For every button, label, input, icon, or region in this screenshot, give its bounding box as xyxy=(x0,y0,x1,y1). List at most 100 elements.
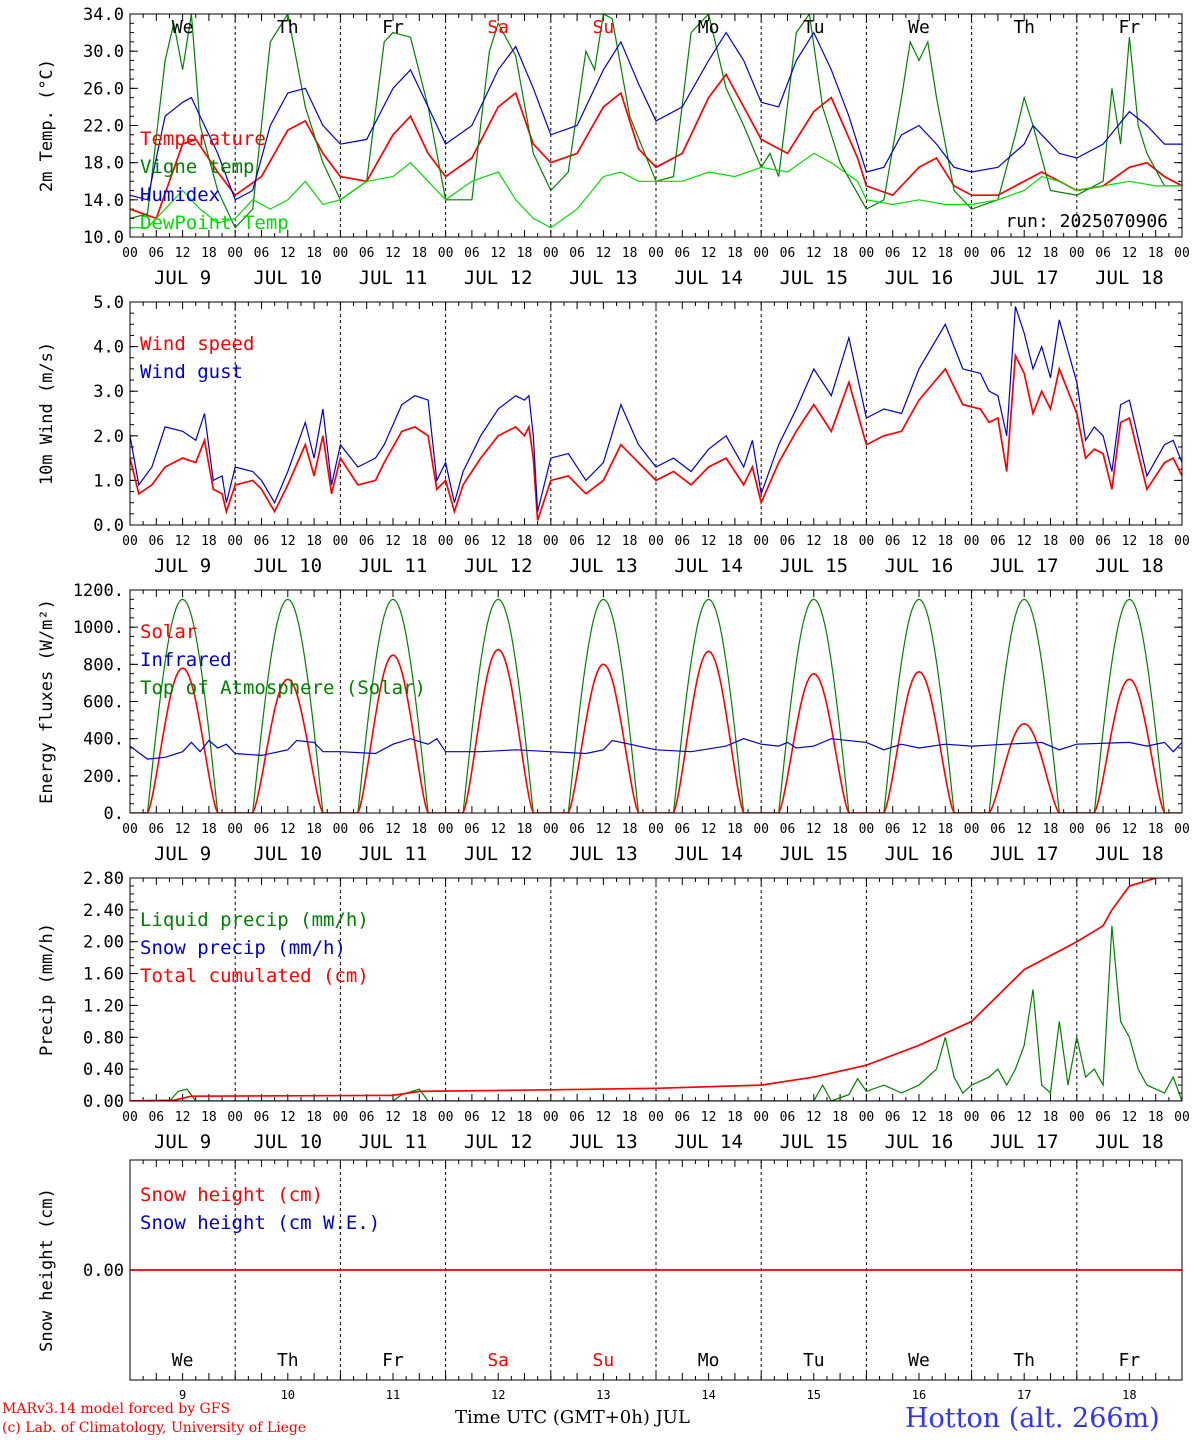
weekday-label: Th xyxy=(1013,17,1035,38)
date-label: JUL 13 xyxy=(569,555,638,577)
hour-tick-label: 06 xyxy=(464,822,480,837)
legend-entry: Snow height (cm W.E.) xyxy=(140,1212,380,1234)
day-number-label: 17 xyxy=(1017,1388,1031,1402)
weekday-label: Th xyxy=(1013,1350,1035,1371)
y-tick-label: 4.0 xyxy=(93,338,124,358)
date-label: JUL 14 xyxy=(674,1131,743,1153)
day-number-label: 12 xyxy=(491,1388,505,1402)
hour-tick-label: 06 xyxy=(359,246,375,261)
y-tick-label: 0.0 xyxy=(93,516,124,536)
hour-tick-label: 18 xyxy=(306,1110,322,1125)
weekday-label: We xyxy=(172,1350,194,1371)
hour-tick-label: 12 xyxy=(806,1110,822,1125)
hour-tick-label: 12 xyxy=(596,1110,612,1125)
hour-tick-label: 06 xyxy=(254,534,270,549)
hour-tick-label: 06 xyxy=(885,1110,901,1125)
hour-tick-label: 12 xyxy=(806,822,822,837)
hour-tick-label: 06 xyxy=(148,822,164,837)
hour-tick-label: 00 xyxy=(122,534,138,549)
hour-tick-label: 06 xyxy=(464,534,480,549)
date-label: JUL 12 xyxy=(464,555,533,577)
y-tick-label: 22.0 xyxy=(83,117,124,137)
y-tick-label: 2.80 xyxy=(83,869,124,889)
hour-tick-label: 06 xyxy=(885,822,901,837)
hour-tick-label: 18 xyxy=(1043,246,1059,261)
hour-tick-label: 18 xyxy=(306,534,322,549)
panel-wind: 0.0 1.0 2.0 3.0 4.0 5.0 10m Wind (m/s) Wind spe… xyxy=(37,293,1190,577)
hour-tick-label: 00 xyxy=(859,534,875,549)
hour-tick-label: 12 xyxy=(1122,246,1138,261)
model-credit-line1: MARv3.14 model forced by GFS xyxy=(2,1401,231,1417)
hour-tick-label: 18 xyxy=(517,822,533,837)
series-vigne-temp xyxy=(130,14,1182,229)
hour-tick-label: 00 xyxy=(227,1110,243,1125)
hour-tick-label: 18 xyxy=(411,1110,427,1125)
plot-area xyxy=(130,306,1182,521)
hour-tick-label: 12 xyxy=(806,534,822,549)
date-label: JUL 16 xyxy=(885,267,954,289)
y-tick-label: 0.00 xyxy=(83,1261,124,1281)
hour-tick-label: 00 xyxy=(122,246,138,261)
date-label: JUL 16 xyxy=(885,555,954,577)
legend-entry: Humidex xyxy=(140,184,220,206)
hour-tick-label: 00 xyxy=(333,534,349,549)
hour-tick-label: 12 xyxy=(385,1110,401,1125)
panel-temp: 10.0 14.0 18.0 22.0 26.0 30.0 34.0 2m Temp. (°C… xyxy=(37,5,1190,289)
series-humidex xyxy=(130,31,1182,201)
hour-tick-label: 06 xyxy=(359,534,375,549)
hour-tick-label: 18 xyxy=(937,1110,953,1125)
hour-tick-label: 06 xyxy=(990,534,1006,549)
hour-tick-label: 12 xyxy=(1016,534,1032,549)
plot-frame xyxy=(129,301,1183,526)
y-tick-label: 1200. xyxy=(73,581,124,601)
series-solar xyxy=(130,648,1182,813)
hour-tick-label: 00 xyxy=(1069,246,1085,261)
hour-tick-label: 00 xyxy=(648,822,664,837)
series-temperature xyxy=(130,72,1182,220)
hour-tick-label: 18 xyxy=(1148,246,1164,261)
weekday-label: Tu xyxy=(803,1350,825,1371)
hour-tick-label: 18 xyxy=(727,1110,743,1125)
y-tick-label: 2.00 xyxy=(83,933,124,953)
weekday-label: Fr xyxy=(1119,17,1141,38)
hour-tick-label: 00 xyxy=(964,1110,980,1125)
hour-tick-label: 06 xyxy=(148,534,164,549)
date-label: JUL 13 xyxy=(569,267,638,289)
hour-tick-label: 00 xyxy=(227,246,243,261)
hour-tick-label: 06 xyxy=(990,822,1006,837)
date-label: JUL 12 xyxy=(464,267,533,289)
y-axis-label: Snow height (cm) xyxy=(37,1188,57,1352)
y-tick-label: 1.0 xyxy=(93,471,124,491)
hour-tick-label: 00 xyxy=(1069,822,1085,837)
hour-tick-label: 18 xyxy=(201,246,217,261)
hour-tick-label: 12 xyxy=(490,534,506,549)
weekday-label: Su xyxy=(593,1350,615,1371)
hour-tick-label: 12 xyxy=(385,822,401,837)
hour-tick-label: 12 xyxy=(175,1110,191,1125)
plot-area xyxy=(130,598,1182,813)
hour-tick-label: 00 xyxy=(333,1110,349,1125)
hour-tick-label: 18 xyxy=(727,246,743,261)
hour-tick-label: 12 xyxy=(490,246,506,261)
hour-tick-label: 00 xyxy=(964,246,980,261)
hour-tick-label: 12 xyxy=(596,246,612,261)
hour-tick-label: 00 xyxy=(859,246,875,261)
hour-tick-label: 12 xyxy=(701,534,717,549)
hour-tick-label: 00 xyxy=(964,822,980,837)
hour-tick-label: 18 xyxy=(1043,1110,1059,1125)
hour-tick-label: 06 xyxy=(254,1110,270,1125)
hour-tick-label: 06 xyxy=(464,246,480,261)
date-label: JUL 17 xyxy=(990,1131,1059,1153)
hour-tick-label: 00 xyxy=(964,534,980,549)
weekday-label: We xyxy=(172,17,194,38)
hour-tick-label: 00 xyxy=(122,822,138,837)
series-total-cumulated-cm- xyxy=(130,878,1162,1101)
hour-tick-label: 12 xyxy=(385,246,401,261)
hour-tick-label: 00 xyxy=(122,1110,138,1125)
weekday-label: Su xyxy=(593,17,615,38)
y-tick-label: 400. xyxy=(83,730,124,750)
y-tick-label: 0.40 xyxy=(83,1060,124,1080)
y-tick-label: 34.0 xyxy=(83,5,124,25)
hour-tick-label: 18 xyxy=(201,1110,217,1125)
date-label: JUL 18 xyxy=(1095,555,1164,577)
